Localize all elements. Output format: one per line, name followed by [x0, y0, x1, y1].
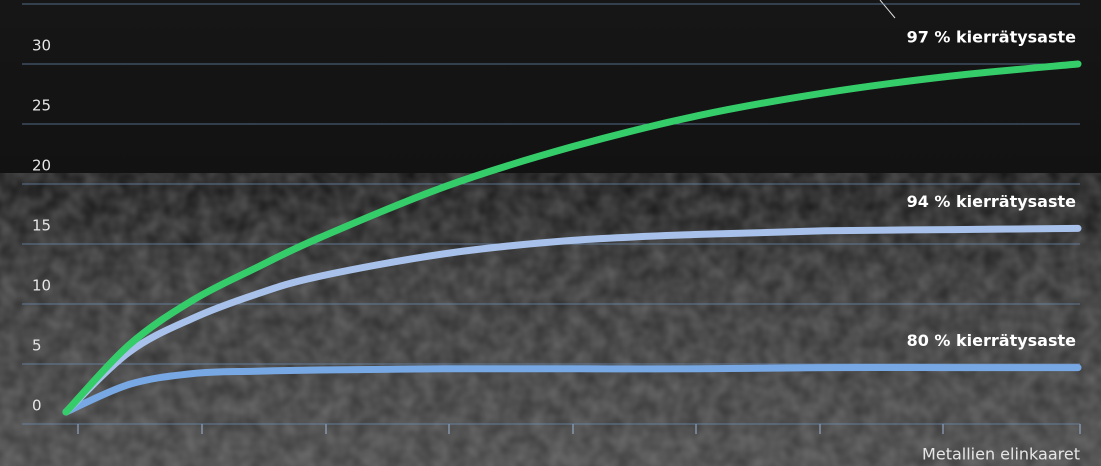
series-line: [62, 224, 1082, 416]
y-tick-label: 20: [32, 157, 51, 175]
y-tick-label: 0: [32, 397, 42, 415]
y-tick-label: 10: [32, 277, 51, 295]
series-label: 94 % kierrätysaste: [907, 192, 1077, 211]
y-tick-label: 5: [32, 337, 42, 355]
y-tick-label: 25: [32, 97, 51, 115]
series-line: [62, 364, 1082, 416]
y-tick-label: 15: [32, 217, 51, 235]
x-ticks: [77, 424, 1081, 434]
pointer: [879, 0, 896, 19]
y-tick-label: 30: [32, 37, 51, 55]
series-line: [62, 60, 1082, 416]
series-label: 97 % kierrätysaste: [907, 28, 1077, 47]
x-axis-label: Metallien elinkaaret: [922, 445, 1080, 464]
series-label: 80 % kierrätysaste: [907, 331, 1077, 350]
